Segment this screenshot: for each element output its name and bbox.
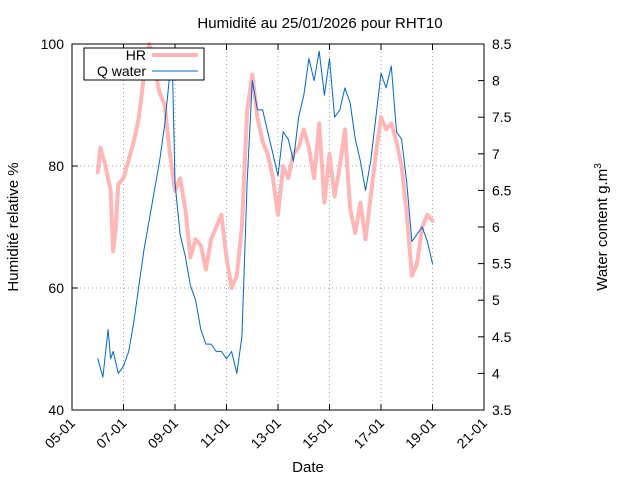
- x-tick-label: 09-01: [144, 415, 181, 452]
- series-lines: [95, 42, 435, 378]
- y-right-tick-label: 3.5: [492, 402, 512, 418]
- y-left-tick-label: 40: [48, 402, 64, 418]
- y-right-tick-label: 5: [492, 292, 500, 308]
- y-left-tick-label: 100: [41, 36, 65, 52]
- y-right-tick-label: 6.5: [492, 182, 512, 198]
- y-right-tick-label: 6: [492, 219, 500, 235]
- x-tick-label: 05-01: [41, 415, 78, 452]
- legend-label-hr: HR: [126, 47, 146, 63]
- y-right-axis-title-exp: 3: [593, 163, 604, 169]
- y-right-tick-label: 4: [492, 365, 500, 381]
- y-right-axis-title-base: Water content g.m: [594, 169, 611, 291]
- y-right-tick-label: 8: [492, 73, 500, 89]
- y-left-axis-title: Humidité relative %: [5, 162, 22, 291]
- x-tick-label: 07-01: [93, 415, 130, 452]
- y-left-tick-label: 80: [48, 158, 64, 174]
- y-right-tick-label: 8.5: [492, 36, 512, 52]
- x-tick-label: 13-01: [247, 415, 284, 452]
- y-right-tick-label: 4.5: [492, 329, 512, 345]
- grid-lines: [72, 44, 484, 410]
- chart-title: Humidité au 25/01/2026 pour RHT10: [197, 15, 442, 32]
- legend-label-q-water: Q water: [97, 63, 146, 79]
- y-right-tick-label: 7.5: [492, 109, 512, 125]
- y-right-tick-label: 7: [492, 146, 500, 162]
- x-tick-label: 15-01: [299, 415, 336, 452]
- x-axis-title: Date: [292, 459, 324, 476]
- y-right-tick-label: 5.5: [492, 256, 512, 272]
- y-right-axis-title: Water content g.m3: [593, 163, 611, 291]
- x-tick-label: 11-01: [197, 415, 233, 451]
- x-tick-label: 19-01: [402, 415, 439, 452]
- x-tick-label: 17-01: [350, 415, 387, 452]
- y-left-tick-label: 60: [48, 280, 64, 296]
- x-tick-label: 21-01: [453, 415, 490, 452]
- series-line-q-water: [97, 50, 433, 378]
- legend: HR Q water: [83, 47, 205, 81]
